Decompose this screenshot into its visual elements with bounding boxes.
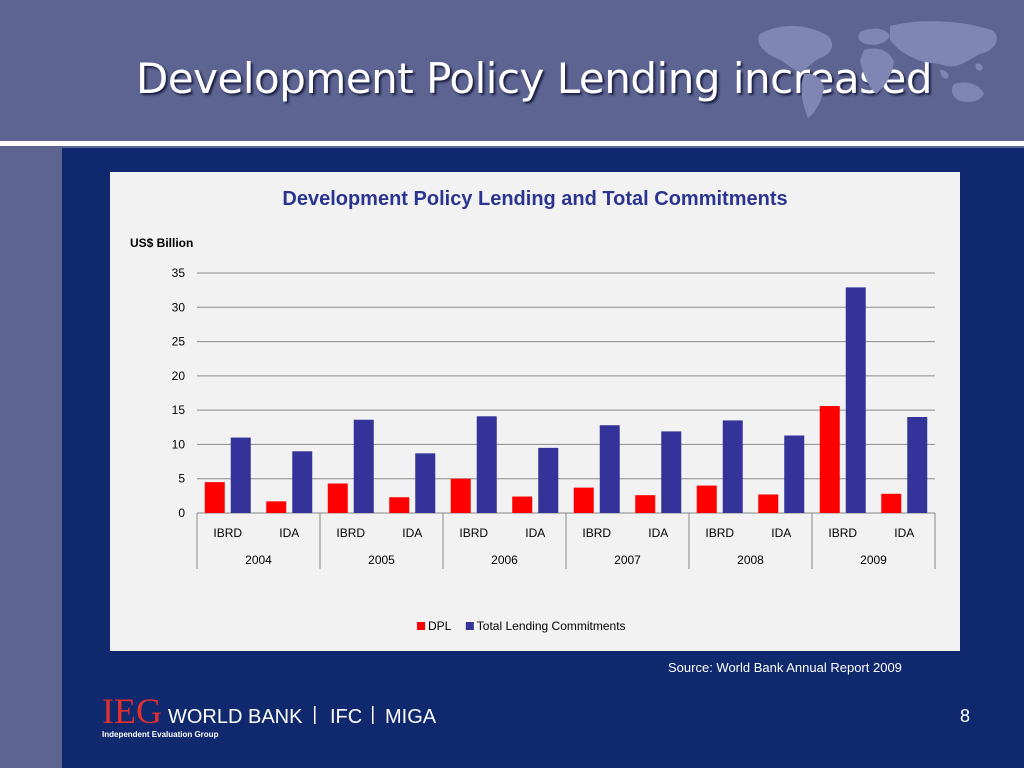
x-tick-label: IDA [279, 526, 299, 540]
legend-label-total: Total Lending Commitments [477, 619, 626, 633]
bar-dpl [635, 495, 656, 513]
x-tick-label: IDA [525, 526, 545, 540]
legend-label-dpl: DPL [428, 619, 452, 633]
x-tick-label: IDA [648, 526, 668, 540]
bar-dpl [266, 501, 287, 513]
y-axis-label: US$ Billion [130, 236, 193, 250]
grid-layer [197, 272, 935, 514]
bar-total-lending [661, 431, 682, 513]
logo-ifc: IFC [330, 706, 362, 728]
y-tick-label: 25 [172, 335, 186, 349]
x-group-label: 2004 [245, 553, 272, 567]
bar-dpl [450, 478, 471, 513]
x-tick-label: IBRD [582, 526, 611, 540]
bar-total-lending [476, 416, 497, 513]
x-group-label: 2009 [860, 553, 887, 567]
y-tick-label: 20 [172, 369, 186, 383]
axis-layer: 0 5 10 15 20 25 30 35 IBRD IDA IBRD IDA IBRD IDA IBRD I… [172, 266, 936, 569]
x-tick-label: IDA [771, 526, 791, 540]
ieg-logo: IEG WORLD BANK IFC MIGA Independent Eval… [102, 693, 437, 739]
x-tick-label: IBRD [213, 526, 242, 540]
x-tick-label: IBRD [705, 526, 734, 540]
bar-total-lending [845, 287, 866, 513]
logo-miga: MIGA [385, 706, 437, 728]
bar-total-lending [415, 453, 436, 513]
bar-dpl [389, 497, 410, 513]
bar-dpl [512, 496, 533, 513]
x-group-label: 2008 [737, 553, 764, 567]
y-tick-label: 30 [172, 300, 186, 314]
slide-header: Development Policy Lending increased [0, 0, 1024, 140]
bar-total-lending [353, 419, 374, 513]
x-group-label: 2007 [614, 553, 641, 567]
y-tick-label: 35 [172, 266, 186, 280]
bar-total-lending [292, 451, 313, 513]
bar-total-lending [538, 447, 559, 513]
x-tick-label: IBRD [459, 526, 488, 540]
bar-total-lending [784, 435, 805, 513]
chart: Development Policy Lending and Total Com… [130, 188, 936, 633]
bar-total-lending [907, 417, 928, 513]
header-divider [0, 141, 1024, 146]
y-tick-label: 15 [172, 403, 186, 417]
bar-dpl [327, 483, 348, 513]
bar-dpl [204, 482, 225, 513]
chart-panel: Development Policy Lending and Total Com… [110, 172, 960, 651]
y-tick-label: 0 [178, 506, 185, 520]
legend-swatch-dpl [417, 622, 425, 630]
chart-title: Development Policy Lending and Total Com… [282, 188, 787, 210]
legend: DPL Total Lending Commitments [417, 619, 626, 633]
y-tick-label: 10 [172, 437, 186, 451]
x-tick-label: IBRD [336, 526, 365, 540]
bar-dpl [819, 406, 840, 513]
y-tick-label: 5 [178, 472, 185, 486]
page-number: 8 [959, 706, 970, 726]
logo-ieg: IEG [102, 693, 162, 731]
source-note: Source: World Bank Annual Report 2009 [668, 660, 902, 675]
legend-swatch-total [465, 622, 474, 630]
bar-dpl [758, 494, 779, 513]
logo-tagline: Independent Evaluation Group [102, 730, 219, 739]
bar-total-lending [599, 425, 620, 513]
x-group-label: 2006 [491, 553, 518, 567]
x-tick-label: IBRD [828, 526, 857, 540]
bar-total-lending [722, 420, 743, 513]
logo-separator-1 [314, 706, 316, 724]
bar-total-lending [230, 437, 251, 513]
logo-world-bank: WORLD BANK [168, 706, 303, 728]
bars-layer [204, 287, 928, 513]
bar-dpl [696, 485, 717, 513]
bar-dpl [881, 493, 902, 513]
x-group-label: 2005 [368, 553, 395, 567]
x-tick-label: IDA [894, 526, 914, 540]
x-tick-label: IDA [402, 526, 422, 540]
logo-separator-2 [372, 706, 374, 724]
bar-dpl [573, 487, 594, 513]
world-map-image [758, 21, 997, 118]
